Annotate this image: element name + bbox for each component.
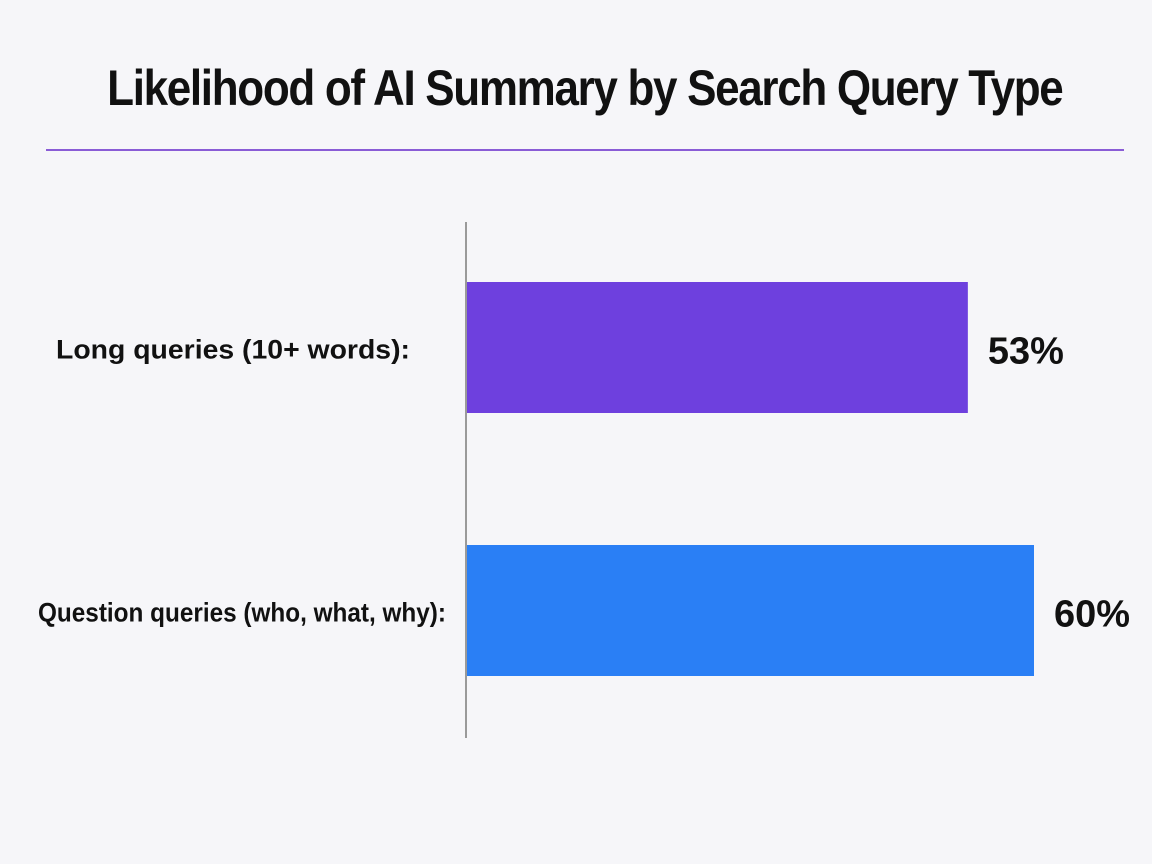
bar-2 (467, 545, 1034, 676)
value-label-1: 53% (988, 331, 1064, 373)
bar-1 (467, 282, 968, 413)
title-divider (46, 149, 1124, 151)
category-label-1: Long queries (10+ words): (56, 335, 410, 365)
category-label-2: Question queries (who, what, why): (38, 598, 446, 628)
value-label-2: 60% (1054, 594, 1130, 636)
labels-layer: Long queries (10+ words): 53% Question que… (38, 331, 1130, 636)
bars-layer (467, 282, 1034, 676)
chart-title: Likelihood of AI Summary by Search Query… (107, 60, 1064, 116)
